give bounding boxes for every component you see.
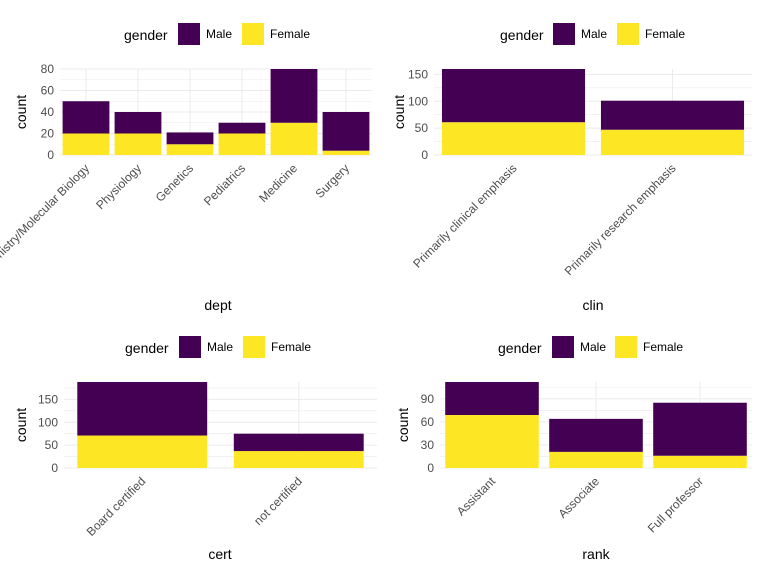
legend-label-male: Male xyxy=(581,27,607,41)
y-tick-label: 20 xyxy=(41,127,55,141)
bar-male xyxy=(653,402,747,456)
x-tick-label: Board certified xyxy=(84,474,149,539)
bar-female xyxy=(233,451,364,468)
bar-male xyxy=(233,433,364,452)
legend: gender Male Female xyxy=(500,23,685,45)
chart-panel-clin: 0 50 100 150 Primarily clinical emphasis Prim… xyxy=(391,23,752,313)
legend-key-male xyxy=(553,23,575,45)
legend-key-female xyxy=(615,336,637,358)
bar-male xyxy=(77,382,208,436)
bar-male xyxy=(218,122,266,134)
bar-female xyxy=(441,122,586,155)
y-axis-title: count xyxy=(13,408,29,442)
x-tick-label: Pediatrics xyxy=(201,161,248,208)
bar-male xyxy=(114,112,162,134)
bar-female xyxy=(600,129,745,155)
legend-label-male: Male xyxy=(207,340,233,354)
y-tick-label: 90 xyxy=(421,392,435,406)
y-tick-label: 150 xyxy=(408,67,428,81)
bar-female xyxy=(549,451,643,468)
y-tick-label: 40 xyxy=(41,105,55,119)
y-tick-label: 0 xyxy=(51,461,58,475)
y-axis-title: count xyxy=(391,95,407,129)
bar-female xyxy=(218,133,266,155)
x-tick-label: Biochemistry/Molecular Biology xyxy=(0,161,92,289)
y-tick-label: 50 xyxy=(415,121,429,135)
legend-title: gender xyxy=(125,340,169,356)
bar-male xyxy=(441,69,586,123)
x-tick-label: Genetics xyxy=(153,161,196,204)
x-tick-label: not certified xyxy=(251,474,305,528)
legend-label-female: Female xyxy=(643,340,683,354)
legend: gender Male Female xyxy=(498,336,683,358)
y-axis-title: count xyxy=(13,95,29,129)
x-axis-title: clin xyxy=(582,297,603,313)
legend-key-female xyxy=(242,23,264,45)
bar-male xyxy=(270,69,318,123)
legend-title: gender xyxy=(500,27,544,43)
bar-female xyxy=(270,122,318,155)
y-tick-label: 100 xyxy=(38,415,58,429)
x-tick-label: Assistant xyxy=(454,474,499,519)
legend-label-female: Female xyxy=(271,340,311,354)
legend-key-male xyxy=(552,336,574,358)
x-axis-title: rank xyxy=(582,546,610,562)
legend-key-female xyxy=(243,336,265,358)
x-tick-label: Primarily clinical emphasis xyxy=(410,161,519,270)
legend: gender Male Female xyxy=(125,336,311,358)
legend-label-male: Male xyxy=(580,340,606,354)
x-axis-title: dept xyxy=(204,297,231,313)
x-axis-title: cert xyxy=(208,546,231,562)
bar-male xyxy=(549,418,643,452)
legend-key-male xyxy=(178,23,200,45)
bar-female xyxy=(62,133,110,155)
y-tick-label: 150 xyxy=(38,392,58,406)
bar-female xyxy=(166,144,214,155)
x-tick-label: Associate xyxy=(555,474,602,521)
bar-female xyxy=(77,435,208,468)
y-tick-label: 100 xyxy=(408,94,428,108)
legend-title: gender xyxy=(124,27,168,43)
bar-female xyxy=(114,133,162,155)
y-tick-label: 0 xyxy=(47,148,54,162)
y-tick-label: 60 xyxy=(41,84,55,98)
chart-panel-cert: 0 50 100 150 Board certified not certified cer… xyxy=(13,336,377,562)
y-tick-label: 60 xyxy=(421,415,435,429)
bar-male xyxy=(62,101,110,134)
y-tick-label: 80 xyxy=(41,62,55,76)
bar-male xyxy=(600,100,745,130)
y-tick-label: 0 xyxy=(427,461,434,475)
bar-female xyxy=(322,150,370,155)
x-tick-label: Surgery xyxy=(313,161,353,201)
legend-title: gender xyxy=(498,340,542,356)
y-axis-title: count xyxy=(395,408,411,442)
legend-label-male: Male xyxy=(206,27,232,41)
chart-panel-rank: 0 30 60 90 Assistant Associate Full professor r… xyxy=(395,336,752,562)
legend-key-female xyxy=(617,23,639,45)
bar-female xyxy=(445,415,539,468)
y-tick-label: 50 xyxy=(45,438,59,452)
y-tick-label: 30 xyxy=(421,438,435,452)
x-tick-label: Full professor xyxy=(645,474,706,535)
legend-key-male xyxy=(179,336,201,358)
bar-male xyxy=(445,382,539,416)
x-tick-label: Primarily research emphasis xyxy=(562,161,679,278)
legend: gender Male Female xyxy=(124,23,310,45)
bar-female xyxy=(653,455,747,468)
bar-male xyxy=(322,112,370,151)
bar-male xyxy=(166,132,214,145)
legend-label-female: Female xyxy=(270,27,310,41)
legend-label-female: Female xyxy=(645,27,685,41)
x-tick-label: Medicine xyxy=(256,161,300,205)
y-tick-label: 0 xyxy=(421,148,428,162)
x-tick-label: Physiology xyxy=(93,161,144,212)
